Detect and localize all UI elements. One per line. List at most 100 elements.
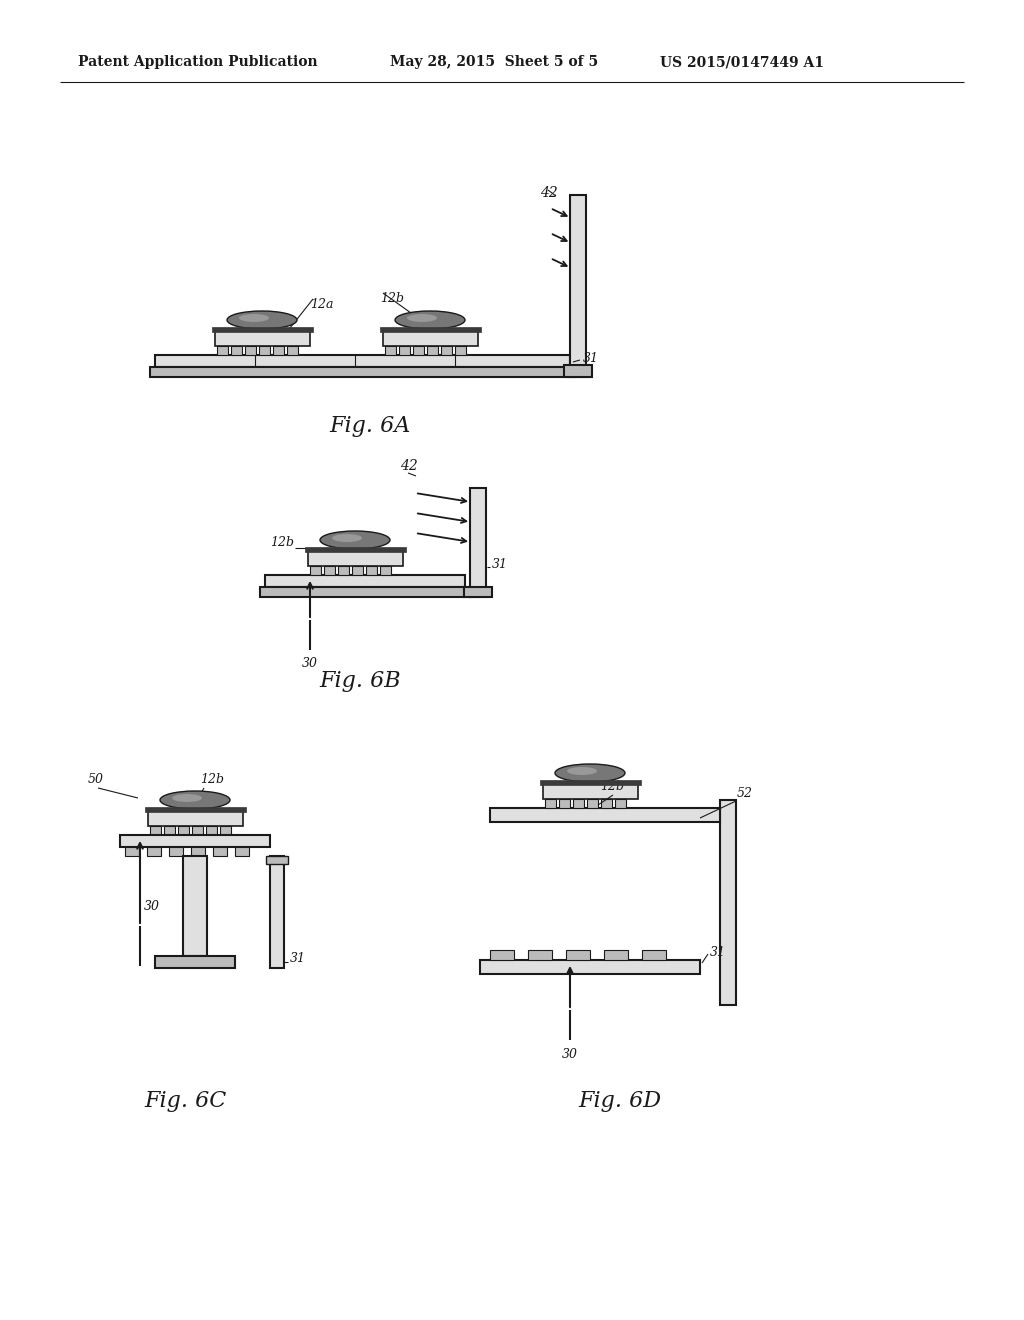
Bar (178, 826, 189, 836)
Bar (720, 800, 736, 1005)
Bar (540, 780, 641, 785)
Bar (324, 566, 335, 576)
Text: 42: 42 (400, 459, 418, 473)
Text: 30: 30 (144, 899, 160, 912)
Text: Fig. 6B: Fig. 6B (319, 671, 400, 692)
Bar (399, 346, 410, 355)
Text: 50: 50 (88, 774, 104, 785)
Bar (528, 950, 552, 960)
Text: 12b: 12b (200, 774, 224, 785)
Text: May 28, 2015  Sheet 5 of 5: May 28, 2015 Sheet 5 of 5 (390, 55, 598, 69)
Bar (265, 576, 465, 587)
Bar (120, 836, 270, 847)
Bar (642, 950, 666, 960)
Text: 30: 30 (302, 657, 318, 671)
Text: Fig. 6D: Fig. 6D (579, 1090, 662, 1111)
Bar (470, 488, 486, 597)
Bar (366, 566, 377, 576)
Ellipse shape (395, 312, 465, 329)
Bar (385, 346, 396, 355)
Text: US 2015/0147449 A1: US 2015/0147449 A1 (660, 55, 824, 69)
Bar (601, 799, 612, 808)
Text: 31: 31 (583, 351, 599, 364)
Bar (380, 566, 391, 576)
Bar (259, 346, 270, 355)
Bar (169, 847, 183, 855)
Bar (545, 799, 556, 808)
Text: 12a: 12a (310, 298, 334, 312)
Text: 31: 31 (290, 953, 306, 965)
Bar (543, 783, 638, 799)
Bar (455, 346, 466, 355)
Bar (383, 330, 478, 346)
Bar (147, 847, 161, 855)
Bar (310, 566, 321, 576)
Ellipse shape (227, 312, 297, 329)
Bar (266, 855, 288, 865)
Bar (217, 346, 228, 355)
Bar (287, 346, 298, 355)
Bar (215, 330, 310, 346)
Bar (338, 566, 349, 576)
Ellipse shape (239, 314, 269, 322)
Ellipse shape (407, 314, 437, 322)
Bar (615, 799, 626, 808)
Bar (145, 807, 246, 812)
Bar (573, 799, 584, 808)
Bar (193, 826, 203, 836)
Text: 30: 30 (562, 1048, 578, 1061)
Bar (564, 366, 592, 378)
Ellipse shape (160, 791, 230, 809)
Bar (150, 367, 575, 378)
Bar (441, 346, 452, 355)
Bar (380, 327, 481, 333)
Bar (155, 956, 234, 968)
Text: 52: 52 (737, 787, 753, 800)
Bar (604, 950, 628, 960)
Bar (125, 847, 139, 855)
Bar (305, 546, 406, 552)
Bar (231, 346, 242, 355)
Bar (260, 587, 470, 597)
Bar (587, 799, 598, 808)
Bar (191, 847, 205, 855)
Bar (234, 847, 249, 855)
Bar (427, 346, 438, 355)
Bar (212, 327, 313, 333)
Bar (220, 826, 231, 836)
Bar (155, 355, 570, 367)
Text: 12b: 12b (270, 536, 294, 549)
Bar (570, 195, 586, 378)
Bar (566, 950, 590, 960)
Text: Patent Application Publication: Patent Application Publication (78, 55, 317, 69)
Ellipse shape (332, 535, 362, 543)
Text: 31: 31 (492, 558, 508, 572)
Bar (308, 550, 403, 566)
Bar (490, 808, 720, 822)
Text: 42: 42 (540, 186, 558, 201)
Ellipse shape (172, 795, 202, 803)
Bar (206, 826, 217, 836)
Ellipse shape (319, 531, 390, 549)
Bar (559, 799, 570, 808)
Bar (413, 346, 424, 355)
Bar (352, 566, 362, 576)
Text: 12b: 12b (600, 780, 624, 793)
Ellipse shape (555, 764, 625, 781)
Bar (245, 346, 256, 355)
Bar (273, 346, 284, 355)
Text: 31: 31 (710, 945, 726, 958)
Bar (148, 810, 243, 826)
Bar (183, 855, 207, 956)
Bar (164, 826, 175, 836)
Ellipse shape (567, 767, 597, 775)
Text: 12b: 12b (380, 292, 404, 305)
Bar (464, 587, 492, 597)
Bar (480, 960, 700, 974)
Text: Fig. 6C: Fig. 6C (144, 1090, 226, 1111)
Text: Fig. 6A: Fig. 6A (330, 414, 411, 437)
Bar (490, 950, 514, 960)
Bar (270, 855, 284, 968)
Bar (213, 847, 227, 855)
Bar (150, 826, 161, 836)
